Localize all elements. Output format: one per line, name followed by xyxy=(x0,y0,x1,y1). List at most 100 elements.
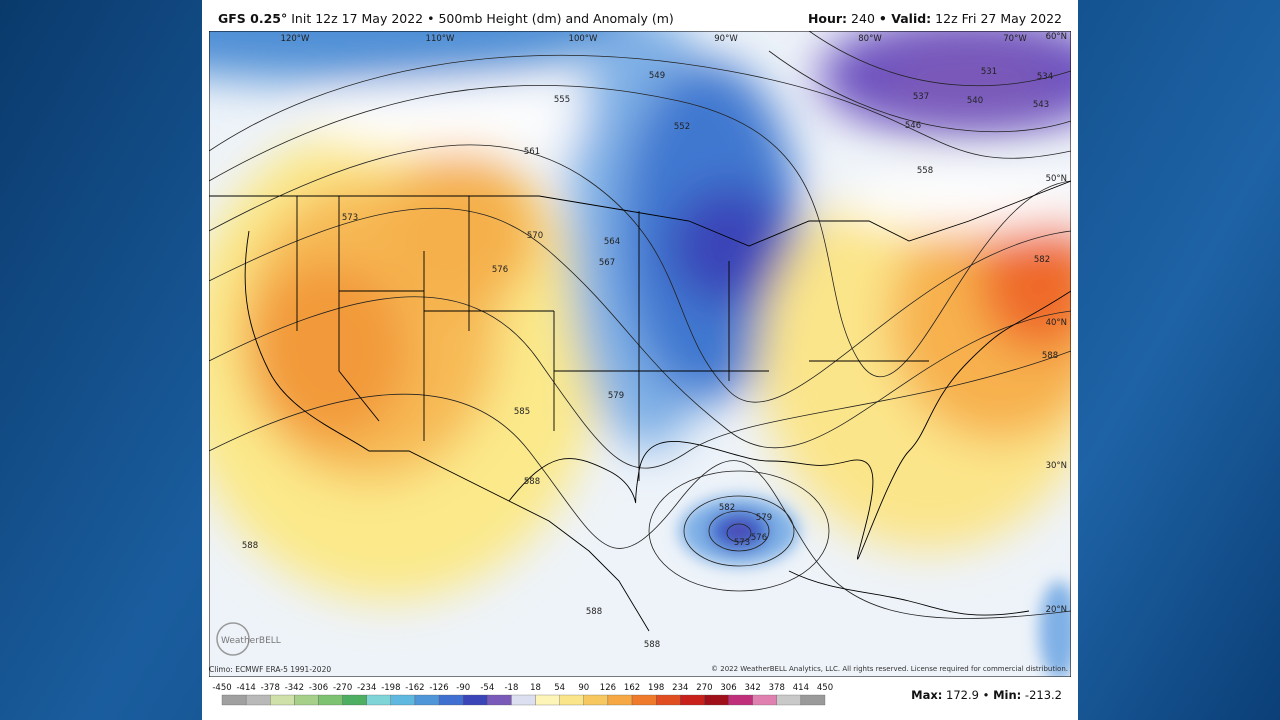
contour-label: 543 xyxy=(1033,100,1049,110)
colorbar-label: 126 xyxy=(600,683,616,693)
colorbar-swatch xyxy=(245,694,271,706)
contour-label: 588 xyxy=(524,477,540,487)
max-label: Max: xyxy=(911,688,943,702)
longitude-label: 90°W xyxy=(714,34,738,44)
colorbar-swatch xyxy=(318,694,343,706)
contour-label: 579 xyxy=(756,513,772,523)
longitude-label: 80°W xyxy=(858,34,882,44)
contour-label: 567 xyxy=(599,258,615,268)
latitude-label: 40°N xyxy=(1046,318,1067,328)
latitude-label: 20°N xyxy=(1046,605,1067,615)
colorbar-label: 18 xyxy=(530,683,541,693)
contour-label: 534 xyxy=(1037,72,1053,82)
climo: Climo: ECMWF ERA-5 1991-2020 xyxy=(209,665,332,674)
colorbar-swatch xyxy=(390,694,416,706)
colorbar-swatch xyxy=(535,694,560,706)
colorbar-label: 198 xyxy=(648,683,664,693)
colorbar-label: 234 xyxy=(672,683,688,693)
latitude-label: 60°N xyxy=(1046,32,1067,42)
contour-label: 588 xyxy=(242,541,258,551)
colorbar-label: -378 xyxy=(261,683,280,693)
contour-label: 582 xyxy=(1034,255,1050,265)
colorbar-swatch xyxy=(680,694,705,706)
contour-label: 555 xyxy=(554,95,570,105)
colorbar-label: 270 xyxy=(696,683,712,693)
contour-label: 588 xyxy=(644,640,660,650)
contours xyxy=(209,31,1071,619)
colorbar-label: 162 xyxy=(624,683,640,693)
colorbar-label: -162 xyxy=(405,683,424,693)
contour-label: 576 xyxy=(751,533,767,543)
contour-label: 579 xyxy=(608,391,624,401)
longitude-label: 110°W xyxy=(426,34,455,44)
contour-label: 570 xyxy=(527,231,543,241)
contour-label: 540 xyxy=(967,96,983,106)
contour-label: 531 xyxy=(981,67,997,77)
valid-label: • Valid: xyxy=(878,11,932,26)
colorbar-label: -450 xyxy=(212,683,231,693)
longitude-label: 100°W xyxy=(569,34,598,44)
model: GFS 0.25° xyxy=(218,11,288,26)
colorbar-label: 54 xyxy=(554,683,565,693)
colorbar-swatch xyxy=(270,694,295,706)
min-label: Min: xyxy=(993,688,1022,702)
contour-label: 561 xyxy=(524,147,540,157)
colorbar-swatch xyxy=(342,694,367,706)
min: -213.2 xyxy=(1024,688,1062,702)
latitude-label: 30°N xyxy=(1046,461,1067,471)
colorbar-label: 378 xyxy=(769,683,785,693)
colorbar-swatch xyxy=(728,694,753,706)
logo: WeatherBELL xyxy=(221,636,281,646)
colorbar-swatch xyxy=(438,694,464,706)
colorbar-label: 90 xyxy=(578,683,589,693)
description: Init 12z 17 May 2022 • 500mb Height (dm)… xyxy=(291,11,674,26)
colorbar-label: 450 xyxy=(817,683,833,693)
colorbar-swatch xyxy=(414,694,440,706)
copyright: © 2022 WeatherBELL Analytics, LLC. All r… xyxy=(711,665,1068,673)
contour-label: 552 xyxy=(674,122,690,132)
colorbar-label: -90 xyxy=(456,683,470,693)
anomaly-field xyxy=(209,31,1071,677)
max-min: Max: 172.9 • Min: -213.2 xyxy=(911,688,1062,702)
contour-label: 549 xyxy=(649,71,665,81)
colorbar-swatch xyxy=(463,694,488,706)
boundaries xyxy=(209,180,1071,632)
colorbar-label: 414 xyxy=(793,683,809,693)
colorbar-swatch xyxy=(631,694,657,706)
contour-label: 558 xyxy=(917,166,933,176)
colorbar-swatch xyxy=(583,694,609,706)
colorbar-label: -342 xyxy=(285,683,304,693)
colorbar-swatch xyxy=(776,694,802,706)
contour-label: 576 xyxy=(492,265,508,275)
contour-label: 588 xyxy=(586,607,602,617)
colorbar-swatch xyxy=(366,694,391,706)
colorbar-swatch xyxy=(607,694,633,706)
max: 172.9 xyxy=(946,688,979,702)
contour-label: 573 xyxy=(734,538,750,548)
colorbar-swatch xyxy=(221,694,247,706)
colorbar-label: -306 xyxy=(309,683,328,693)
colorbar-swatch xyxy=(752,694,777,706)
colorbar-swatch xyxy=(511,694,536,706)
colorbar-label: -54 xyxy=(480,683,494,693)
contour-label: 546 xyxy=(905,121,921,131)
colorbar-swatch xyxy=(487,694,512,706)
hour: 240 xyxy=(851,11,875,26)
header-left: GFS 0.25° Init 12z 17 May 2022 • 500mb H… xyxy=(218,11,674,26)
hour-label: Hour: xyxy=(807,11,848,26)
colorbar-swatch xyxy=(294,694,319,706)
colorbar-label: -234 xyxy=(357,683,376,693)
panel: GFS 0.25° Init 12z 17 May 2022 • 500mb H… xyxy=(202,0,1078,720)
colorbar-label: -198 xyxy=(381,683,400,693)
contour-label: 573 xyxy=(342,213,358,223)
valid: 12z Fri 27 May 2022 xyxy=(935,11,1062,26)
colorbar: -450 -414 -378 -342 -306 -270 -234 -198 -162 -126… xyxy=(212,683,833,706)
colorbar-label: -18 xyxy=(504,683,518,693)
colorbar-swatch xyxy=(656,694,681,706)
contour-label: 582 xyxy=(719,503,735,513)
latitude-label: 50°N xyxy=(1046,174,1067,184)
contour-label: 537 xyxy=(913,92,929,102)
colorbar-label: 342 xyxy=(745,683,761,693)
colorbar-swatch xyxy=(800,694,826,706)
header-right: Hour: 240 • Valid: 12z Fri 27 May 2022 xyxy=(808,11,1062,26)
